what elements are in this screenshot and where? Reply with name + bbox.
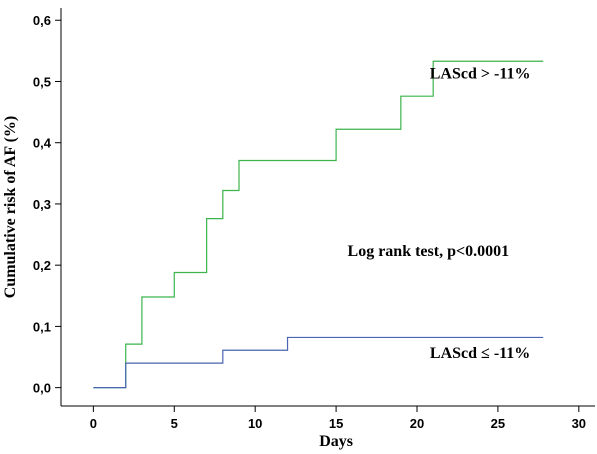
y-tick-label: 0,6 — [33, 13, 51, 28]
y-axis-title: Cumulative risk of AF (%) — [2, 116, 19, 299]
series-label-1: LAScd > -11% — [430, 65, 531, 82]
x-axis-title: Days — [319, 433, 353, 450]
x-tick-label: 0 — [90, 416, 97, 431]
x-tick-label: 25 — [491, 416, 505, 431]
series-layer — [93, 60, 544, 389]
y-tick-label: 0,1 — [33, 319, 51, 334]
y-ticks: 0,0 0,1 0,2 0,3 0,4 0,5 0,6 — [33, 13, 61, 396]
x-ticks: 0 5 10 15 20 25 30 — [90, 406, 586, 431]
label-layer: LAScd > -11% LAScd ≤ -11% Log rank test, p… — [348, 65, 531, 362]
annotation-logrank: Log rank test, p<0.0001 — [348, 243, 510, 260]
series-label-2: LAScd ≤ -11% — [430, 345, 530, 362]
x-tick-label: 30 — [572, 416, 586, 431]
x-tick-label: 15 — [329, 416, 343, 431]
y-tick-label: 0,0 — [33, 381, 51, 396]
plot-frame — [60, 8, 595, 407]
y-tick-label: 0,2 — [33, 258, 51, 273]
x-tick-label: 5 — [171, 416, 178, 431]
y-tick-label: 0,4 — [33, 136, 52, 151]
y-tick-label: 0,5 — [33, 74, 51, 89]
y-tick-label: 0,3 — [33, 197, 51, 212]
series-line-1 — [93, 60, 544, 389]
x-tick-label: 20 — [410, 416, 424, 431]
series-line-2 — [93, 336, 544, 389]
x-tick-label: 10 — [248, 416, 262, 431]
